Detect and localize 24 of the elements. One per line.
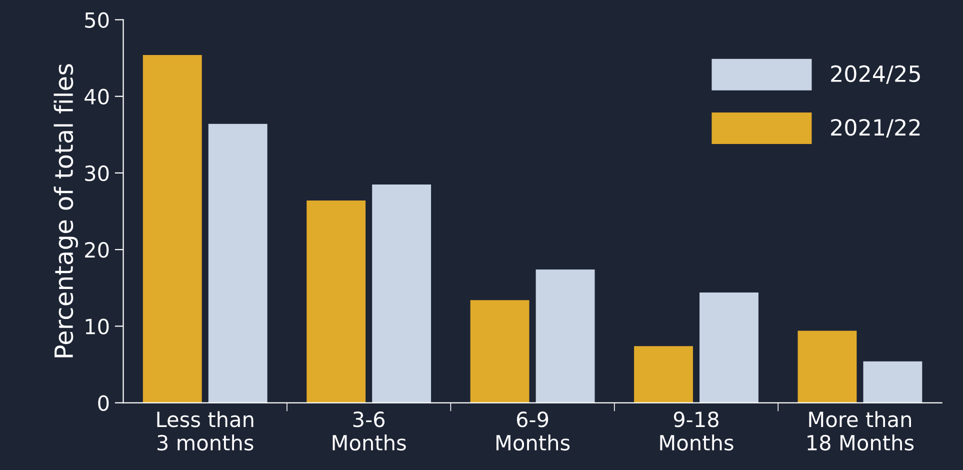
bar: [700, 292, 758, 403]
bar: [306, 200, 366, 403]
bar: [470, 300, 530, 403]
x-tick-label: More than 18 Months: [808, 411, 914, 451]
x-tick-label: Less than 3 months: [157, 411, 254, 451]
legend-label: 2024/25: [831, 65, 920, 84]
bar: [372, 184, 432, 403]
legend-label: 2021/22: [831, 118, 920, 138]
y-tick-label: 0: [98, 395, 109, 411]
bar: [634, 346, 693, 403]
y-tick-label: 10: [86, 318, 109, 334]
x-tick-label: 6-9 Months: [496, 411, 570, 451]
y-tick-label: 20: [85, 242, 109, 258]
x-tick-label: 3-6 Months: [332, 411, 406, 451]
bar: [536, 269, 595, 403]
y-tick-label: 50: [85, 12, 109, 28]
bar: [798, 330, 857, 403]
y-tick-label: 40: [84, 88, 109, 105]
y-tick-label: 30: [85, 165, 109, 182]
bar: [863, 361, 922, 403]
bar: [208, 124, 268, 403]
bar: [142, 54, 202, 403]
y-axis-title: Percentage of total files: [54, 64, 78, 358]
x-tick-label: 9-18 Months: [660, 411, 734, 451]
